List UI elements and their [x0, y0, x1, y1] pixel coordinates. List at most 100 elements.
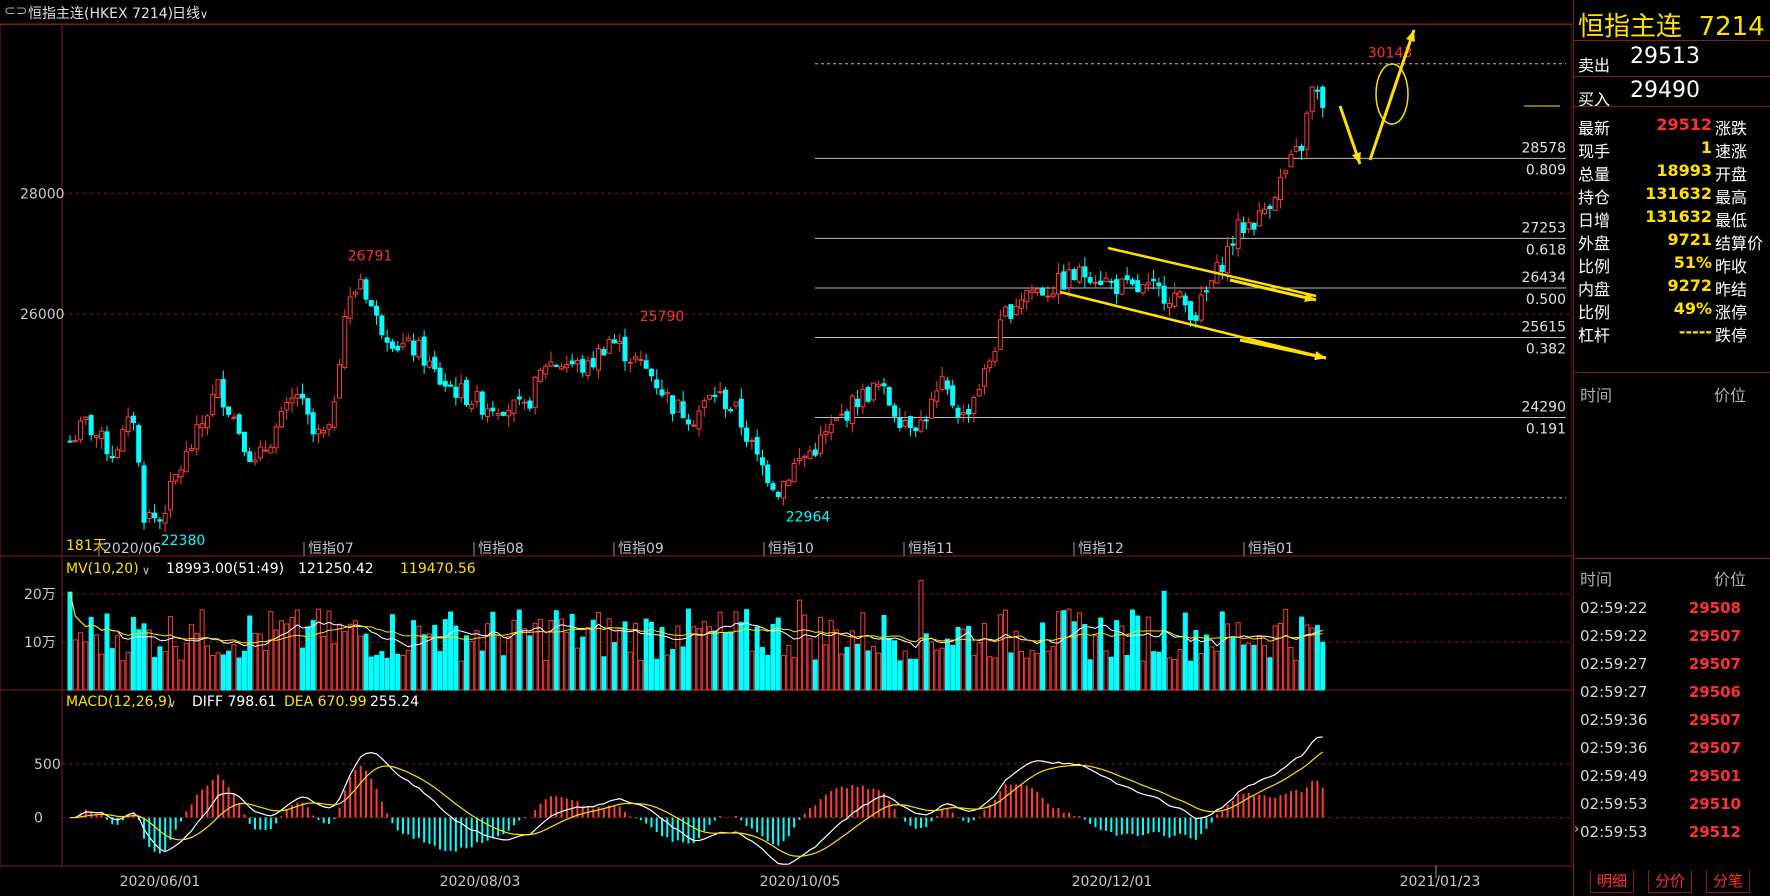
volume-bar [881, 615, 887, 691]
volume-bar [1135, 615, 1141, 691]
volume-bar [347, 623, 353, 691]
quote-value: 9721 [1667, 230, 1712, 249]
candle-body [1156, 282, 1162, 287]
volume-bar [770, 623, 776, 691]
volume-bar [691, 626, 697, 691]
candle-body [1193, 315, 1199, 321]
candle-body [210, 394, 216, 416]
candle-body [136, 425, 142, 463]
quote-row: 总量 18993 开盘 [1574, 158, 1770, 184]
candle-body [511, 399, 517, 414]
volume-bar [675, 625, 681, 691]
candle-body [892, 405, 898, 417]
volume-bar [537, 618, 543, 691]
buy-row: 买入 29490 [1574, 78, 1770, 109]
tab-0[interactable]: 明细 [1590, 870, 1635, 893]
candle-body [522, 401, 528, 404]
channel-lower-arrow [1239, 338, 1327, 360]
volume-bar [1156, 651, 1162, 691]
candle-body [796, 458, 802, 462]
volume-bar [458, 660, 464, 691]
candle-body [183, 450, 189, 473]
candle-body [395, 345, 401, 351]
quote-label: 外盘 [1578, 234, 1611, 253]
volume-bar [448, 611, 454, 691]
tab-2[interactable]: 分笔 [1706, 870, 1751, 893]
volume-bar [664, 654, 670, 691]
candle-body [268, 446, 274, 454]
candle-body [437, 367, 443, 385]
tick-row[interactable]: 02:59:22 29508 [1574, 594, 1770, 622]
volume-bar [1251, 644, 1257, 691]
candle-body [950, 385, 956, 406]
volume-bar [775, 617, 781, 691]
quote-row: 最新 29512 涨跌 [1574, 112, 1770, 138]
tick-time: 02:59:49 [1580, 767, 1648, 785]
chevron-down-icon: ∨ [168, 697, 176, 710]
candle-body [1230, 243, 1236, 246]
quote-row: 比例 51% 昨收 [1574, 250, 1770, 276]
candle-body [278, 410, 284, 428]
tick-row[interactable]: 02:59:49 29501 [1574, 762, 1770, 790]
candle-body [67, 440, 73, 443]
tick-row[interactable]: 02:59:22 29507 [1574, 622, 1770, 650]
link-icon[interactable]: ⊂⊃ [4, 3, 28, 19]
candle-body [971, 397, 977, 415]
candle-body [987, 360, 993, 369]
candle-body [379, 315, 385, 336]
candle-body [1018, 299, 1024, 309]
volume-bar [474, 630, 480, 691]
tick-row[interactable]: 02:59:27 29506 [1574, 678, 1770, 706]
candle-body [321, 429, 327, 434]
volume-bar [1040, 622, 1046, 691]
quote-value: 49% [1673, 299, 1712, 318]
volume-bar [1045, 650, 1051, 691]
period-label: 日线 [172, 6, 200, 22]
candle-body [83, 416, 89, 421]
volume-bar [701, 621, 707, 691]
tick-row[interactable]: 02:59:53 29512 [1574, 818, 1770, 846]
volume-bar [648, 621, 654, 691]
candle-body [173, 473, 179, 482]
candle-body [1188, 301, 1194, 321]
volume-bar [1256, 634, 1262, 691]
volume-bar [754, 626, 760, 691]
volume-bar [268, 611, 274, 691]
volume-bar [1018, 650, 1024, 691]
tick-price: 29507 [1688, 739, 1741, 757]
tab-1[interactable]: 分价 [1648, 870, 1693, 893]
tick-row[interactable]: 02:59:27 29507 [1574, 650, 1770, 678]
quote-row: 杠杆 ----- 跌停 [1574, 319, 1770, 345]
volume-bar [500, 655, 506, 691]
volume-bar [939, 647, 945, 691]
quote-label: 最新 [1578, 119, 1611, 138]
chart-area[interactable]: 26000 28000 28578 0.809 27253 0.618 26434 0.50… [0, 0, 1572, 896]
candle-body [944, 380, 950, 390]
volume-bar [511, 619, 517, 691]
volume-bar [278, 620, 284, 691]
candle-body [759, 457, 765, 466]
volume-bar [115, 635, 121, 691]
candle-body [648, 368, 654, 377]
date-axis-label: 2020/06/01 [120, 874, 201, 890]
time-header: 时间 [1580, 570, 1613, 589]
volume-bar [1029, 650, 1035, 691]
volume-bar [559, 618, 565, 691]
tick-row[interactable]: 02:59:36 29507 [1574, 706, 1770, 734]
candle-body [1003, 306, 1009, 317]
volume-bar [453, 625, 459, 691]
tick-row[interactable]: 02:59:36 29507 [1574, 734, 1770, 762]
volume-bar [807, 638, 813, 691]
price-header-top: 价位 [1714, 386, 1747, 405]
chart-frame [0, 23, 1572, 867]
volume-bar [796, 599, 802, 691]
candle-body [458, 383, 464, 399]
peak-highlight-ellipse [1375, 63, 1409, 125]
candle-body [611, 339, 617, 344]
tick-row[interactable]: 02:59:53 29510 [1574, 790, 1770, 818]
macd-dea-line [69, 751, 1324, 857]
period-selector[interactable]: 日线∨ [172, 3, 208, 23]
candle-body [326, 424, 332, 430]
candle-body [1256, 210, 1262, 227]
candle-body [231, 416, 237, 419]
